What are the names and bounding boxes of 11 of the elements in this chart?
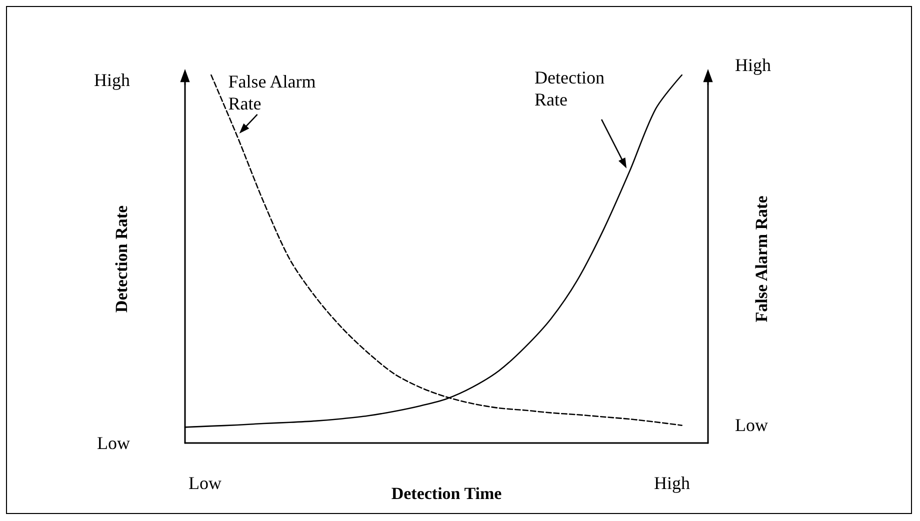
text: Low: [97, 433, 130, 453]
y2-axis-title: False Alarm Rate: [752, 195, 771, 322]
text: High: [94, 70, 130, 90]
text: Low: [735, 415, 768, 435]
y-axis-title: Detection Rate: [112, 204, 131, 313]
text: Detection Rate: [534, 67, 610, 110]
legend-label: False Alarm Rate: [228, 71, 320, 114]
text: High: [654, 473, 690, 493]
text: Low: [188, 473, 222, 493]
text: High: [735, 55, 771, 75]
x-axis-title: Detection Time: [391, 484, 502, 503]
